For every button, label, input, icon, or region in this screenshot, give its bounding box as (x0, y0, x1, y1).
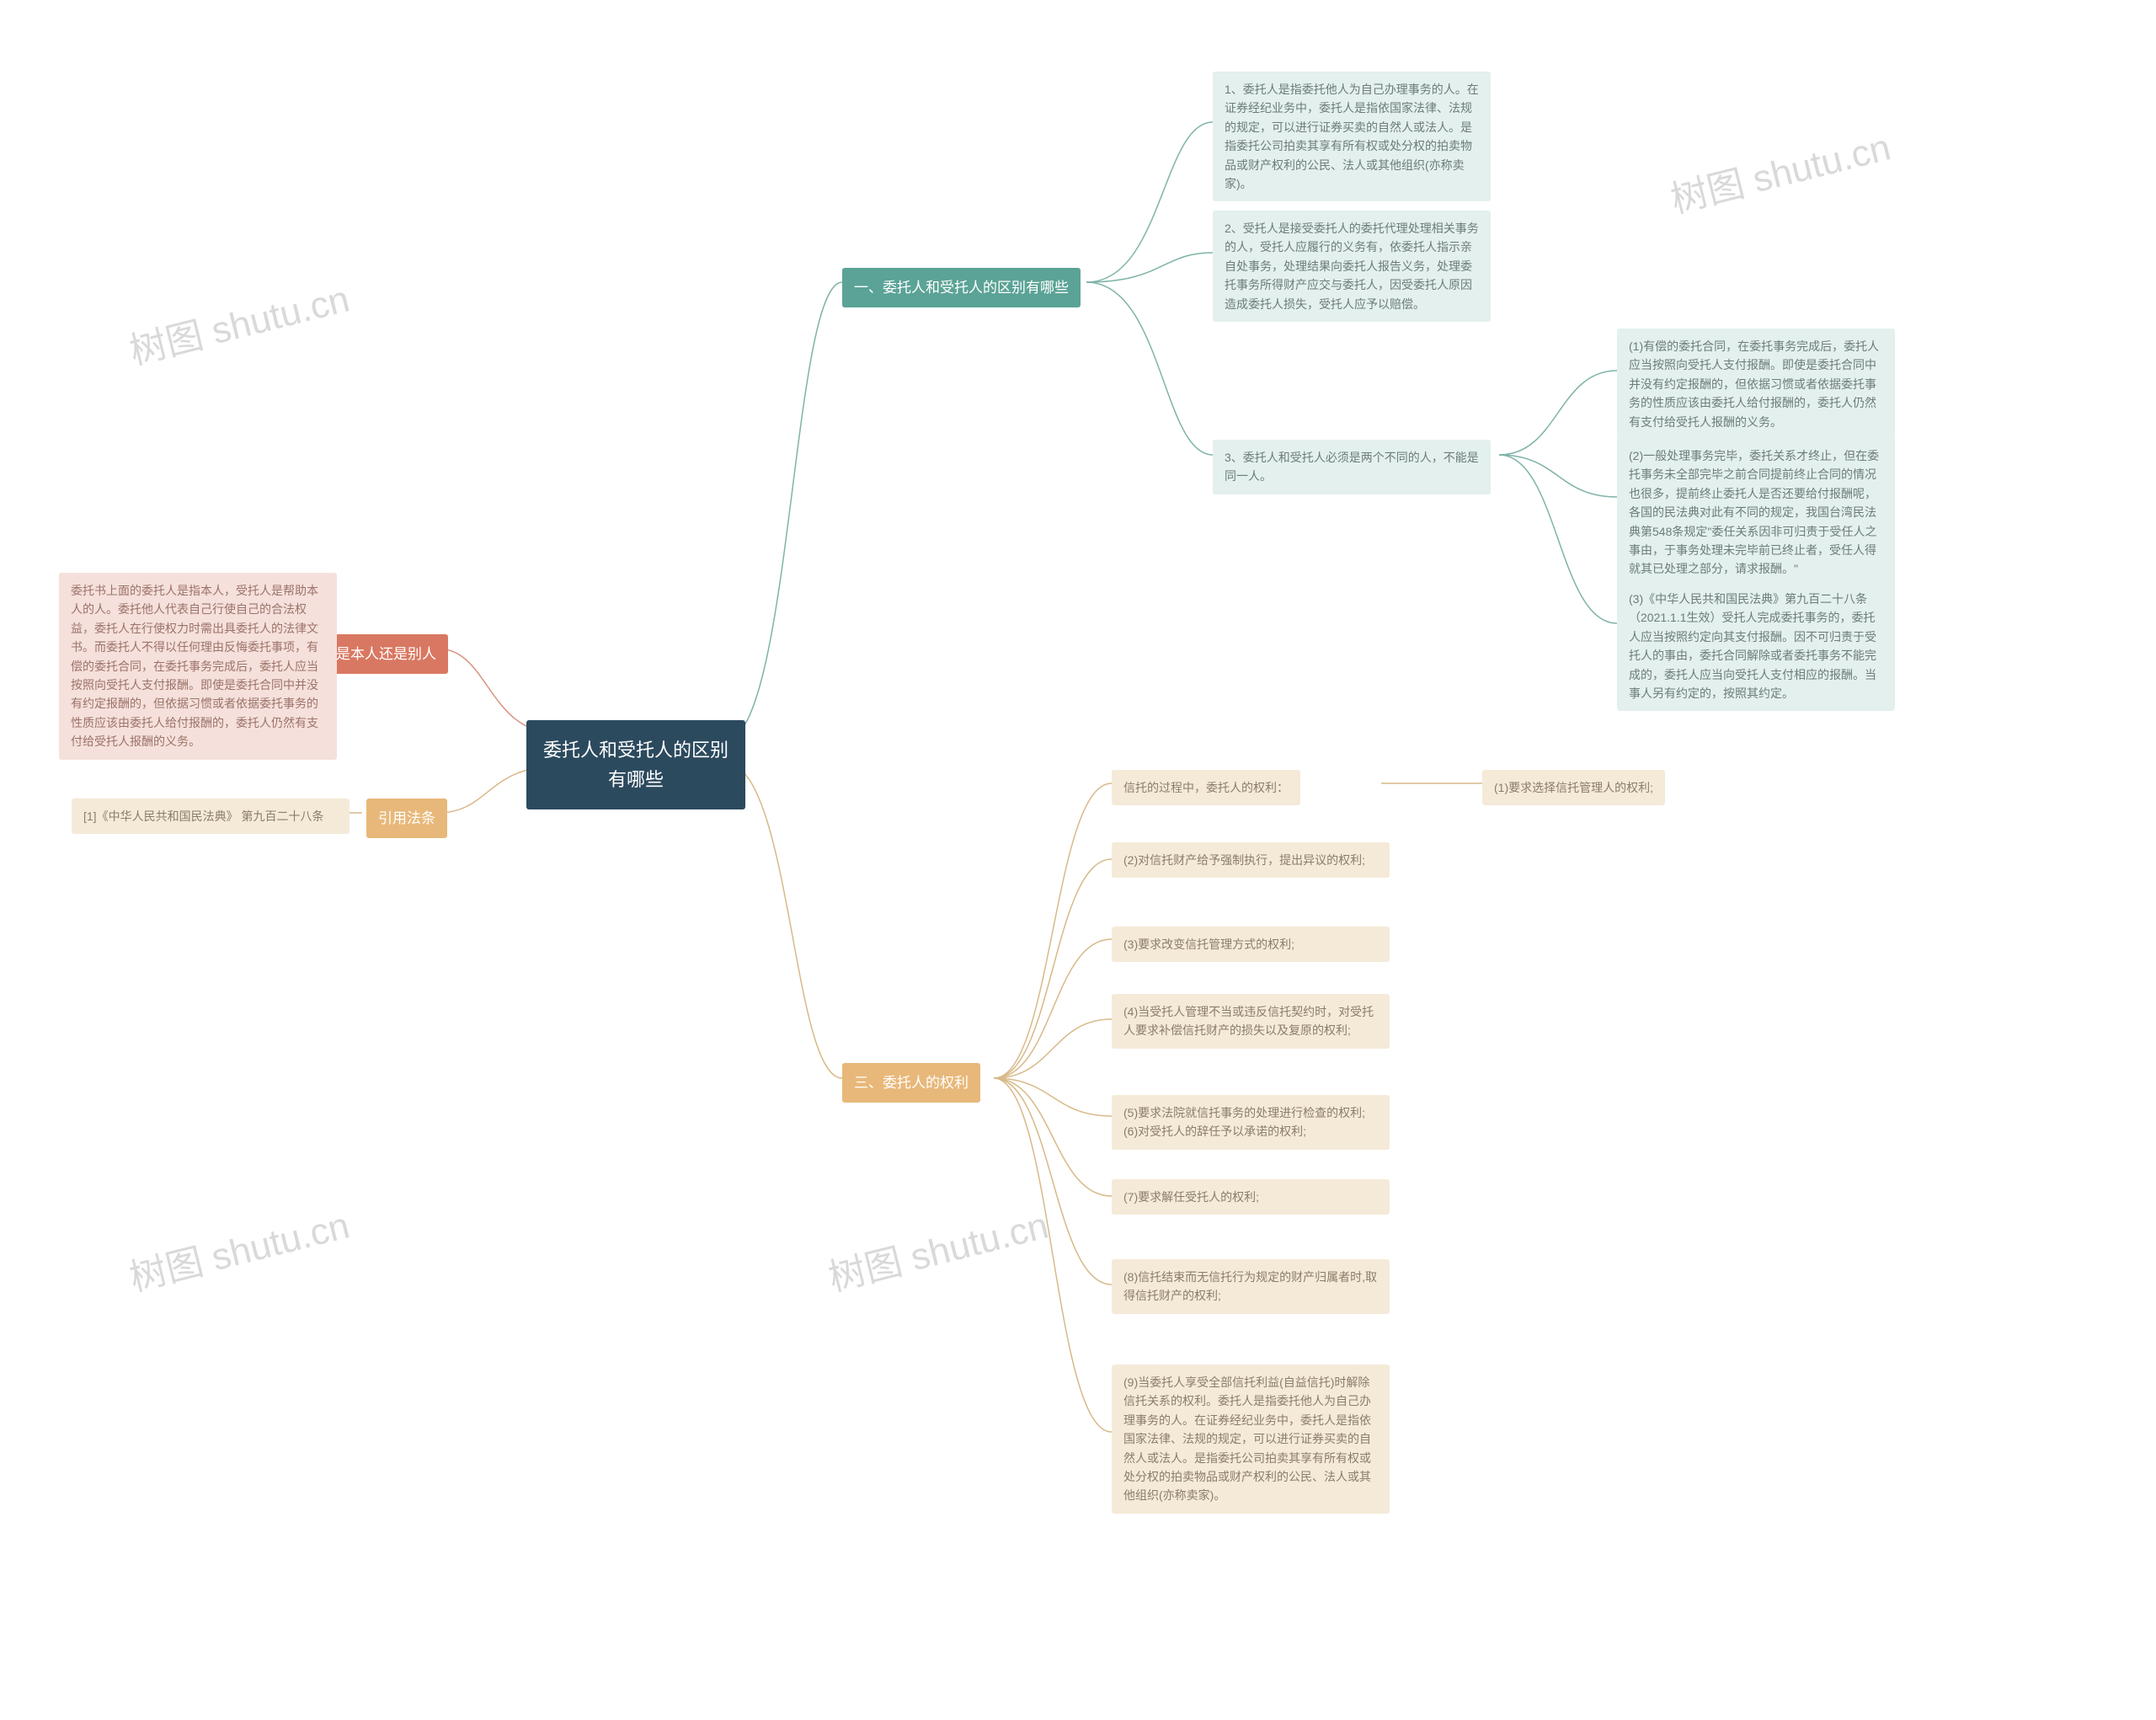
branch-three-detail: 委托书上面的委托人是指本人，受托人是帮助本人的人。委托他人代表自己行使自己的合法… (59, 573, 337, 760)
branch-one-item-2: 2、受托人是接受委托人的委托代理处理相关事务的人，受托人应履行的义务有，依委托人… (1213, 211, 1491, 322)
watermark: 树图 shutu.cn (123, 1195, 354, 1302)
branch-two-item-0-1: (1)要求选择信托管理人的权利; (1482, 770, 1665, 805)
branch-one-item-3-1: (1)有偿的委托合同，在委托事务完成后，委托人应当按照向受托人支付报酬。即使是委… (1617, 329, 1895, 440)
branch-two-item-5: (7)要求解任受托人的权利; (1112, 1179, 1390, 1215)
watermark: 树图 shutu.cn (1664, 117, 1895, 224)
branch-two-item-2: (3)要求改变信托管理方式的权利; (1112, 927, 1390, 962)
branch-one-item-1: 1、委托人是指委托他人为自己办理事务的人。在证券经纪业务中，委托人是指依国家法律… (1213, 72, 1491, 201)
branch-two-item-7: (9)当委托人享受全部信托利益(自益信托)时解除信托关系的权利。委托人是指委托他… (1112, 1365, 1390, 1514)
branch-two-item-6: (8)信托结束而无信托行为规定的财产归属者时,取得信托财产的权利; (1112, 1259, 1390, 1314)
branch-one-item-3-2: (2)一般处理事务完毕，委托关系才终止，但在委托事务未全部完毕之前合同提前终止合… (1617, 438, 1895, 587)
branch-four[interactable]: 引用法条 (366, 799, 447, 838)
branch-two-item-3: (4)当受托人管理不当或违反信托契约时，对受托人要求补偿信托财产的损失以及复原的… (1112, 994, 1390, 1049)
branch-two[interactable]: 三、委托人的权利 (842, 1063, 980, 1103)
branch-two-item-4: (5)要求法院就信托事务的处理进行检查的权利; (6)对受托人的辞任予以承诺的权… (1112, 1095, 1390, 1150)
branch-one-item-3-3: (3)《中华人民共和国民法典》第九百二十八条（2021.1.1生效）受托人完成委… (1617, 581, 1895, 711)
root-node[interactable]: 委托人和受托人的区别有哪些 (526, 720, 745, 809)
branch-two-item-0: 信托的过程中，委托人的权利： (1112, 770, 1300, 805)
watermark: 树图 shutu.cn (123, 269, 354, 376)
watermark: 树图 shutu.cn (822, 1195, 1053, 1302)
branch-four-detail: [1]《中华人民共和国民法典》 第九百二十八条 (72, 799, 350, 834)
connector-layer (0, 0, 2156, 1720)
branch-one[interactable]: 一、委托人和受托人的区别有哪些 (842, 268, 1081, 307)
branch-two-item-1: (2)对信托财产给予强制执行，提出异议的权利; (1112, 842, 1390, 878)
branch-one-item-3: 3、委托人和受托人必须是两个不同的人，不能是同一人。 (1213, 440, 1491, 494)
